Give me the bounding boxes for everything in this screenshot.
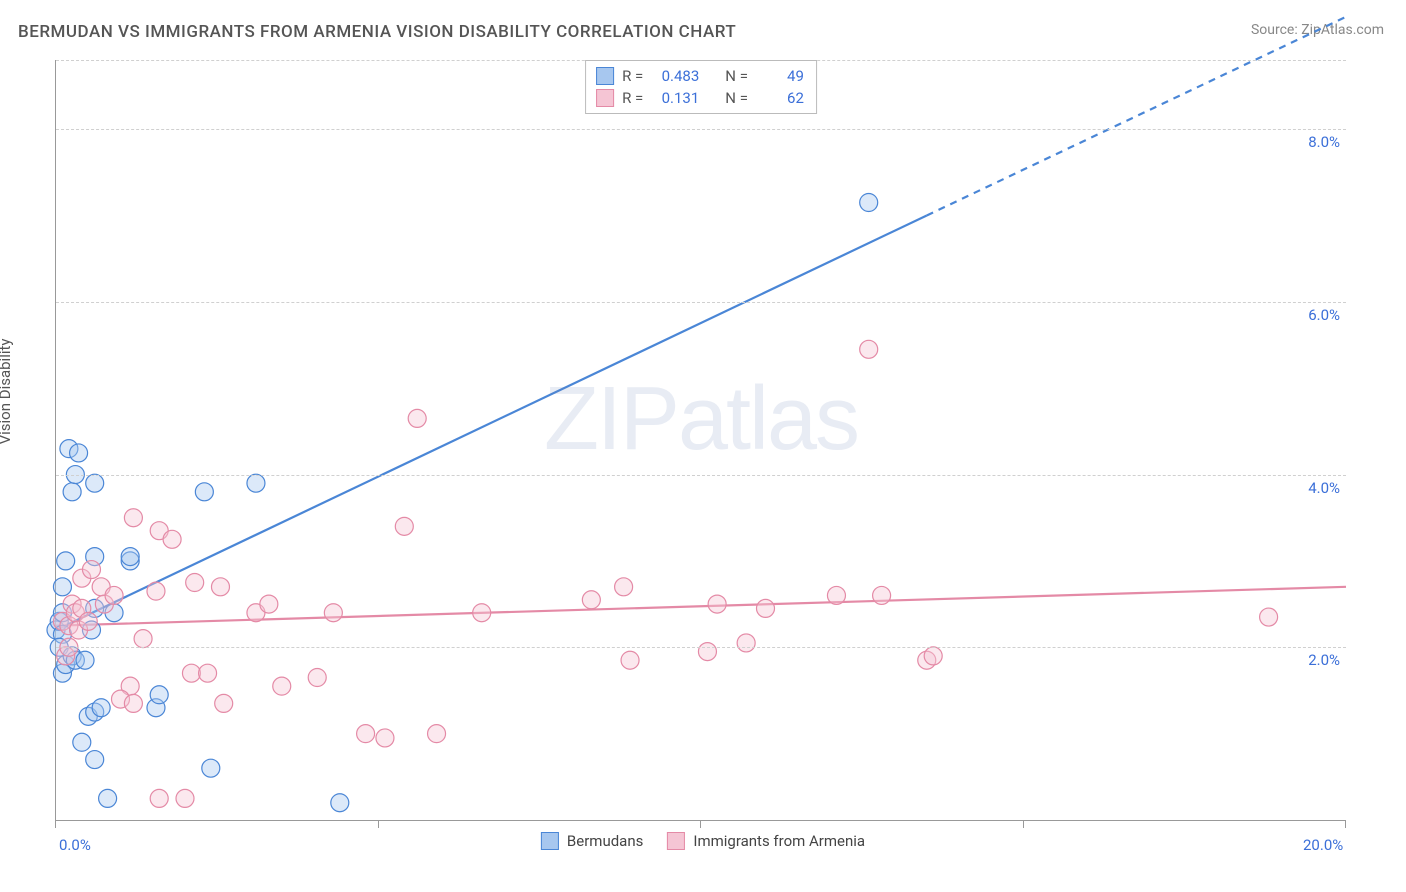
scatter-point (199, 664, 217, 682)
scatter-point (150, 789, 168, 807)
swatch-icon (541, 832, 559, 850)
y-tick-label: 8.0% (1308, 133, 1340, 151)
scatter-point (79, 612, 97, 630)
scatter-point (124, 509, 142, 527)
r-value: 0.131 (651, 87, 699, 109)
scatter-point (124, 694, 142, 712)
r-label: R = (622, 65, 643, 87)
scatter-point (698, 643, 716, 661)
legend-item: Immigrants from Armenia (667, 832, 865, 850)
gridline (56, 129, 1346, 130)
y-tick-label: 4.0% (1308, 479, 1340, 497)
scatter-point (86, 751, 104, 769)
scatter-point (357, 725, 375, 743)
scatter-point (134, 630, 152, 648)
regression-line (927, 17, 1346, 216)
scatter-point (105, 586, 123, 604)
n-value: 49 (756, 65, 804, 87)
scatter-point (473, 604, 491, 622)
scatter-point (147, 582, 165, 600)
y-axis-label: Vision Disability (0, 338, 14, 444)
scatter-point (260, 595, 278, 613)
scatter-svg (56, 60, 1346, 820)
correlation-stats-box: R = 0.483 N = 49 R = 0.131 N = 62 (585, 60, 817, 114)
stats-row: R = 0.131 N = 62 (596, 87, 804, 109)
scatter-point (82, 561, 100, 579)
scatter-point (873, 586, 891, 604)
scatter-point (1260, 608, 1278, 626)
stats-row: R = 0.483 N = 49 (596, 65, 804, 87)
y-tick-label: 2.0% (1308, 651, 1340, 669)
scatter-point (860, 194, 878, 212)
scatter-point (324, 604, 342, 622)
legend-item: Bermudans (541, 832, 643, 850)
scatter-point (70, 444, 88, 462)
scatter-point (757, 599, 775, 617)
scatter-point (86, 474, 104, 492)
scatter-point (737, 634, 755, 652)
scatter-point (615, 578, 633, 596)
x-tick (1345, 820, 1346, 828)
scatter-point (376, 729, 394, 747)
scatter-point (53, 578, 71, 596)
r-label: R = (622, 87, 643, 109)
scatter-point (860, 340, 878, 358)
n-label: N = (725, 65, 748, 87)
x-tick-label: 20.0% (1303, 836, 1343, 854)
scatter-point (163, 530, 181, 548)
chart-plot-area: ZIPatlas R = 0.483 N = 49 R = 0.131 N = … (55, 60, 1346, 821)
chart-title: BERMUDAN VS IMMIGRANTS FROM ARMENIA VISI… (18, 22, 736, 42)
legend-label: Bermudans (567, 832, 643, 850)
x-tick (1023, 820, 1024, 828)
scatter-point (57, 552, 75, 570)
scatter-point (202, 759, 220, 777)
gridline (56, 302, 1346, 303)
scatter-point (708, 595, 726, 613)
scatter-point (247, 474, 265, 492)
x-tick-label: 0.0% (59, 836, 91, 854)
regression-line (56, 215, 927, 630)
gridline (56, 647, 1346, 648)
swatch-icon (667, 832, 685, 850)
scatter-point (308, 669, 326, 687)
n-label: N = (725, 87, 748, 109)
gridline (56, 475, 1346, 476)
scatter-point (176, 789, 194, 807)
scatter-point (150, 686, 168, 704)
scatter-point (428, 725, 446, 743)
x-tick (700, 820, 701, 828)
scatter-point (331, 794, 349, 812)
series-legend: Bermudans Immigrants from Armenia (541, 832, 865, 850)
scatter-point (395, 517, 413, 535)
scatter-point (827, 586, 845, 604)
scatter-point (73, 733, 91, 751)
legend-label: Immigrants from Armenia (693, 832, 865, 850)
scatter-point (76, 651, 94, 669)
y-tick-label: 6.0% (1308, 306, 1340, 324)
scatter-point (211, 578, 229, 596)
scatter-point (186, 574, 204, 592)
scatter-point (215, 694, 233, 712)
swatch-icon (596, 89, 614, 107)
scatter-point (924, 647, 942, 665)
swatch-icon (596, 67, 614, 85)
scatter-point (408, 409, 426, 427)
scatter-point (99, 789, 117, 807)
scatter-point (195, 483, 213, 501)
x-tick (55, 820, 56, 828)
scatter-point (92, 699, 110, 717)
scatter-point (273, 677, 291, 695)
scatter-point (621, 651, 639, 669)
scatter-point (121, 548, 139, 566)
scatter-point (63, 483, 81, 501)
r-value: 0.483 (651, 65, 699, 87)
scatter-point (582, 591, 600, 609)
scatter-point (182, 664, 200, 682)
x-tick (378, 820, 379, 828)
n-value: 62 (756, 87, 804, 109)
